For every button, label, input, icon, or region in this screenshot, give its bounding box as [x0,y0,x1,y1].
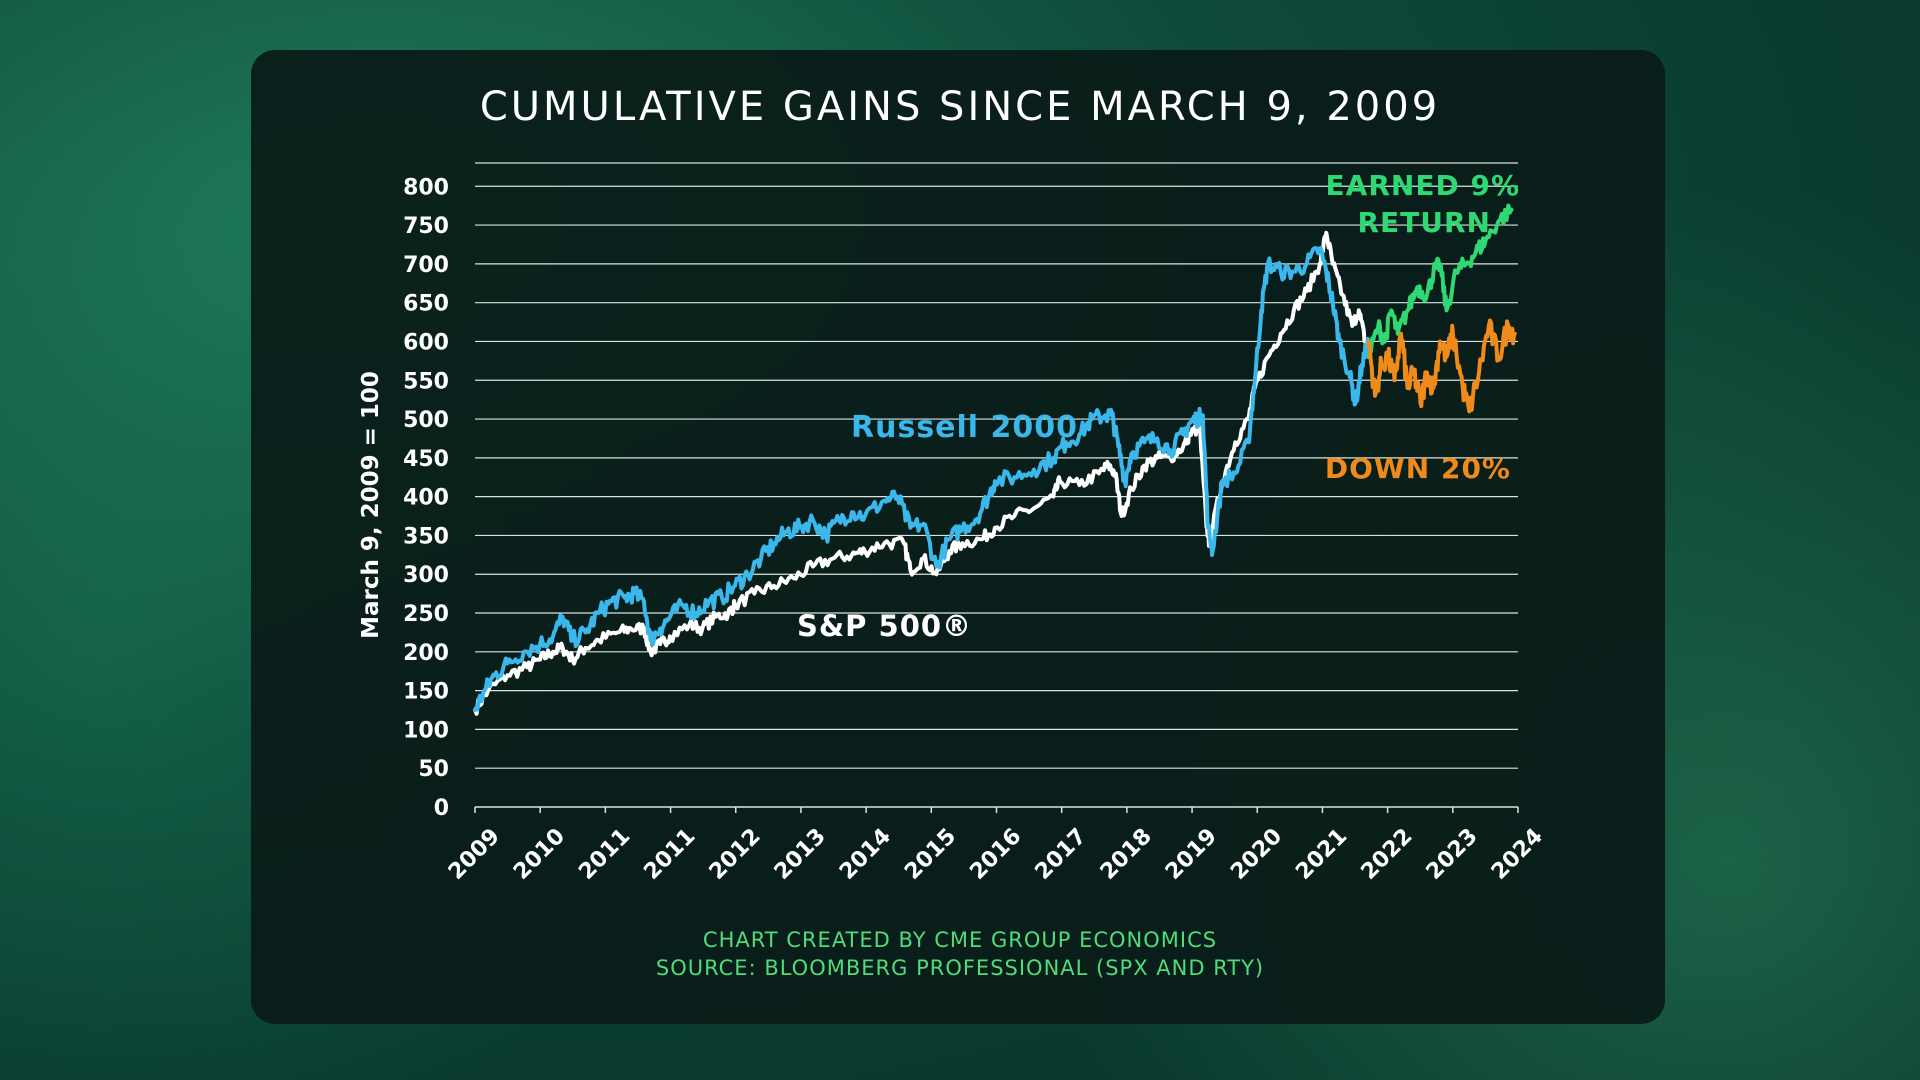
y-tick-label: 150 [403,680,449,705]
y-tick-label: 500 [403,408,449,433]
sp500-label: S&P 500® [797,609,972,643]
x-tick-label: 2024 [1487,824,1548,885]
x-tick-label: 2021 [1291,824,1352,885]
x-tick-label: 2017 [1031,824,1092,885]
earned-return-label-1: EARNED 9% [1326,169,1520,202]
y-tick-label: 450 [403,447,449,472]
x-tick-label: 2010 [509,824,570,885]
source-line-2: SOURCE: BLOOMBERG PROFESSIONAL (SPX AND … [655,956,1265,980]
source-line-1: CHART CREATED BY CME GROUP ECONOMICS [702,928,1218,952]
x-tick-label: 2022 [1357,824,1418,885]
x-tick-label: 2014 [835,824,896,885]
x-tick-label: 2019 [1161,824,1222,885]
sp500-extension-line [1366,203,1514,359]
earned-return-label-2: RETURN [1357,206,1491,239]
x-tick-label: 2012 [705,824,766,885]
x-tick-label: 2013 [770,824,831,885]
x-tick-label: 2018 [1096,824,1157,885]
y-tick-label: 800 [403,175,449,200]
x-tick-label: 2011 [574,824,635,885]
y-tick-label: 50 [418,757,449,782]
y-tick-label: 100 [403,718,449,743]
y-tick-label: 750 [403,214,449,239]
y-tick-label: 350 [403,524,449,549]
y-tick-label: 400 [403,486,449,511]
x-tick-label: 2011 [639,824,700,885]
x-tick-label: 2023 [1422,824,1483,885]
y-tick-label: 550 [403,369,449,394]
y-tick-label: 200 [403,641,449,666]
russell-2000-series-line [473,246,1371,712]
sp500-series-line [473,230,1371,716]
x-tick-label: 2009 [444,824,505,885]
y-tick-label: 0 [434,796,449,821]
y-axis-label: March 9, 2009 = 100 [358,371,384,639]
russell-2000-extension-line [1366,318,1517,414]
y-tick-label: 250 [403,602,449,627]
x-tick-label: 2016 [965,824,1026,885]
down-20-label: DOWN 20% [1325,452,1511,485]
y-tick-label: 300 [403,563,449,588]
y-tick-label: 650 [403,292,449,317]
russell-2000-label: Russell 2000 [851,410,1078,445]
y-tick-label: 700 [403,253,449,278]
x-tick-label: 2020 [1226,824,1287,885]
chart-title: CUMULATIVE GAINS SINCE MARCH 9, 2009 [479,84,1441,130]
y-tick-label: 600 [403,330,449,355]
x-tick-label: 2015 [900,824,961,885]
